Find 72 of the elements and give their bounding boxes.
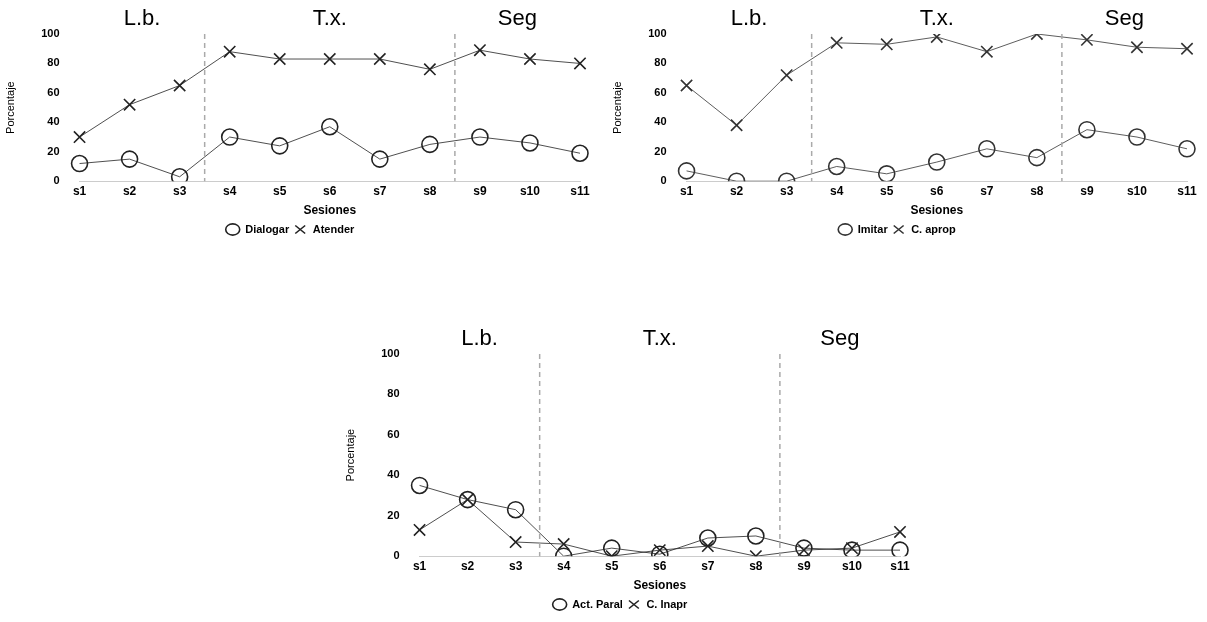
text: Seg — [820, 325, 860, 351]
x-tick-label: s3 — [508, 558, 523, 573]
x-axis-title: Sesiones — [910, 203, 964, 218]
x-tick-label: s9 — [797, 558, 811, 573]
x-tick-label: s4 — [557, 558, 571, 573]
y-tick-label: 40 — [654, 115, 667, 128]
text: L.b. — [123, 5, 161, 31]
x-tick-label: s6 — [930, 183, 944, 198]
x-tick-label: s11 — [1177, 183, 1198, 198]
legend-label: Dialogar — [245, 222, 290, 235]
y-tick-label: 40 — [47, 115, 60, 128]
x-tick-label: s8 — [1030, 183, 1044, 198]
text: Seg — [497, 5, 538, 31]
y-tick-label: 20 — [387, 508, 400, 521]
y-tick-label: 60 — [654, 85, 667, 98]
text: T.x. — [312, 5, 347, 31]
legend-label: Act. Paral — [572, 597, 623, 610]
text: L.b. — [730, 5, 768, 31]
legend-label: Atender — [312, 222, 356, 235]
x-tick-label: s1 — [679, 183, 694, 198]
x-tick-label: s7 — [701, 558, 715, 573]
y-tick-label: 100 — [41, 27, 60, 40]
y-tick-label: 0 — [53, 174, 60, 187]
x-tick-label: s1 — [412, 558, 427, 573]
x-tick-label: s10 — [519, 183, 541, 198]
y-tick-label: 80 — [47, 56, 60, 69]
x-tick-label: s6 — [323, 183, 337, 198]
x-tick-label: s5 — [880, 183, 894, 198]
text: L.b. — [461, 325, 498, 351]
x-tick-label: s7 — [980, 183, 994, 198]
x-tick-label: s11 — [890, 558, 911, 573]
y-tick-label: 0 — [393, 549, 400, 562]
y-tick-label: 60 — [47, 85, 60, 98]
y-tick-label: 0 — [660, 174, 667, 187]
x-tick-label: s2 — [460, 558, 475, 573]
x-tick-label: s2 — [122, 183, 137, 198]
y-tick-label: 80 — [654, 56, 667, 69]
x-tick-label: s5 — [273, 183, 287, 198]
x-tick-label: s2 — [729, 183, 744, 198]
x-axis-title: Sesiones — [303, 203, 357, 218]
legend-label: C. Inapr — [646, 597, 689, 610]
y-axis-title: Porcentaje — [3, 81, 16, 134]
y-axis-title: Porcentaje — [343, 428, 356, 482]
legend-label: Imitar — [857, 222, 889, 235]
y-tick-label: 20 — [654, 144, 667, 157]
x-tick-label: s4 — [223, 183, 237, 198]
x-tick-label: s5 — [605, 558, 619, 573]
x-tick-label: s6 — [653, 558, 667, 573]
x-tick-label: s1 — [72, 183, 87, 198]
x-axis-title: Sesiones — [633, 578, 687, 593]
x-tick-label: s9 — [1080, 183, 1094, 198]
x-tick-label: s7 — [373, 183, 387, 198]
y-axis-title: Porcentaje — [610, 81, 623, 134]
x-tick-label: s3 — [172, 183, 187, 198]
x-tick-label: s8 — [749, 558, 763, 573]
text: T.x. — [642, 325, 677, 351]
x-tick-label: s9 — [473, 183, 487, 198]
legend-label: C. aprop — [911, 222, 957, 235]
x-tick-label: s4 — [830, 183, 844, 198]
x-tick-label: s11 — [570, 183, 591, 198]
y-tick-label: 100 — [648, 27, 667, 40]
x-tick-label: s10 — [841, 558, 863, 573]
x-tick-label: s10 — [1126, 183, 1148, 198]
text: Seg — [1104, 5, 1145, 31]
text: T.x. — [919, 5, 954, 31]
x-tick-label: s3 — [779, 183, 794, 198]
y-tick-label: 20 — [47, 144, 60, 157]
y-tick-label: 60 — [387, 427, 400, 440]
y-tick-label: 100 — [381, 347, 400, 360]
x-tick-label: s8 — [423, 183, 437, 198]
y-tick-label: 80 — [387, 387, 400, 400]
y-tick-label: 40 — [387, 468, 400, 481]
